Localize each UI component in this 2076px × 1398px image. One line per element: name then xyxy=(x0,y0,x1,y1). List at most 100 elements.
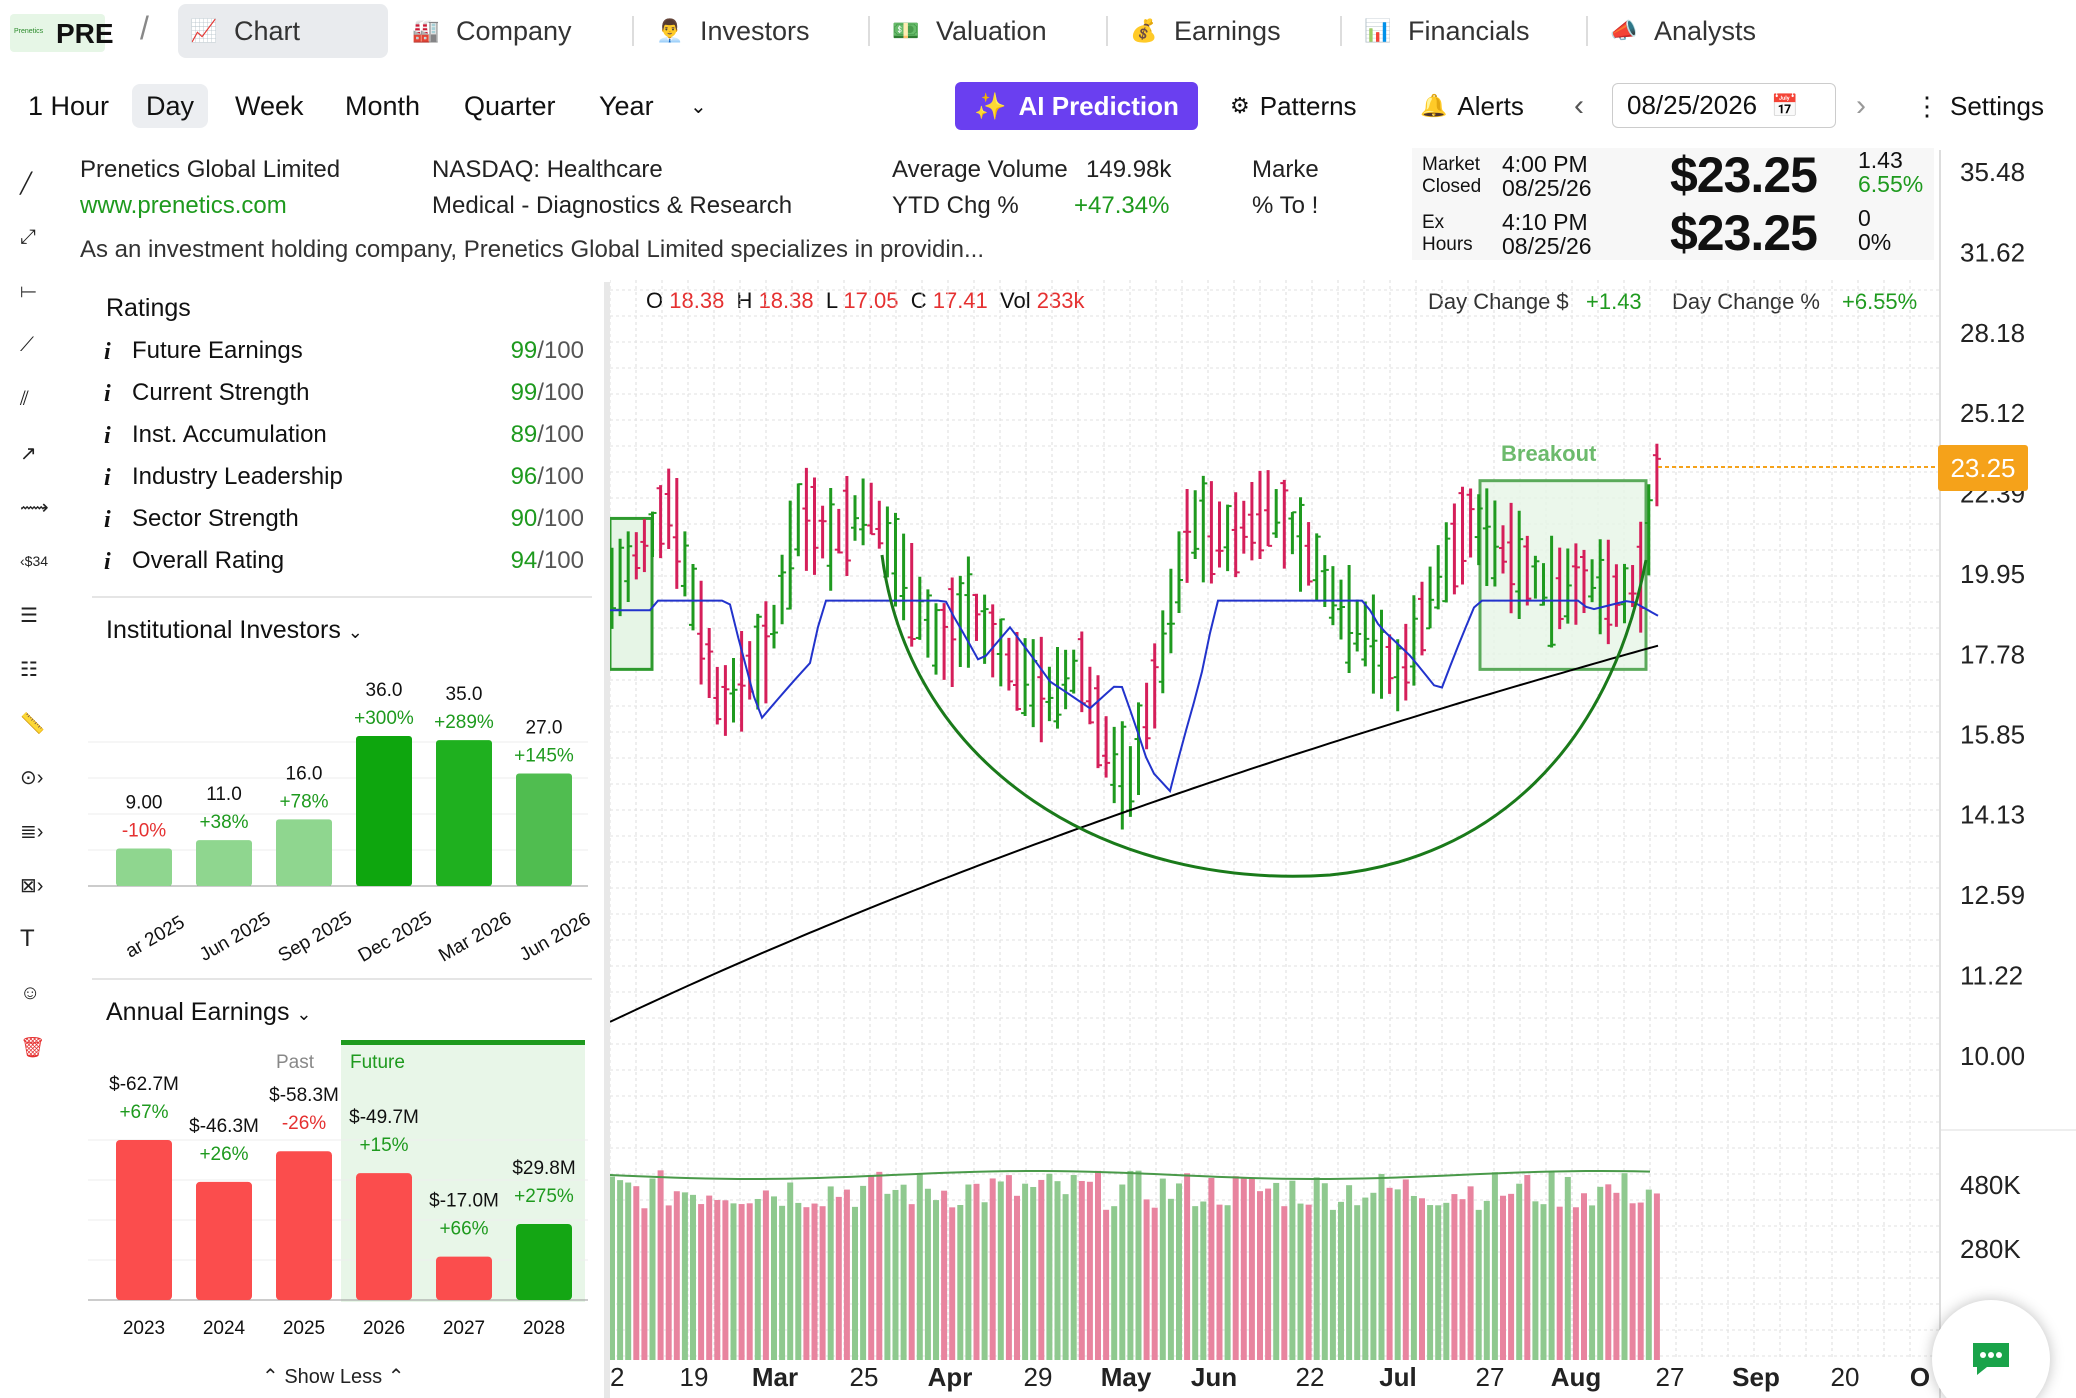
rating-row[interactable]: i Overall Rating 94/100 xyxy=(104,547,584,577)
volume-bar xyxy=(973,1183,980,1360)
tab-financials[interactable]: 📊 Financials xyxy=(1364,4,1529,58)
timeframe-month[interactable]: Month xyxy=(345,90,421,121)
volume-bar xyxy=(1491,1172,1498,1360)
tab-earnings[interactable]: 💰 Earnings xyxy=(1130,4,1281,58)
ticker-symbol: PRE xyxy=(56,18,114,49)
show-less-button[interactable]: ⌃ Show Less ⌃ xyxy=(262,1364,405,1389)
tab-company[interactable]: 🏭 Company xyxy=(412,4,572,58)
cursor-icon[interactable]: ⊙› xyxy=(20,766,44,789)
arrow-line-icon[interactable]: ↗ xyxy=(20,442,37,465)
chat-button[interactable] xyxy=(1932,1300,2050,1398)
tab-valuation[interactable]: 💵 Valuation xyxy=(892,4,1046,58)
day-percent-value: +6.55% xyxy=(1842,289,1918,314)
volume-bar xyxy=(1572,1207,1579,1360)
volume-bar xyxy=(1548,1171,1555,1360)
timeframe-1hour[interactable]: 1 Hour xyxy=(28,90,110,121)
rating-row[interactable]: i Future Earnings 99/100 xyxy=(104,337,584,367)
volume-bar xyxy=(1038,1179,1045,1360)
volume-bar xyxy=(1605,1184,1612,1360)
info-icon[interactable]: i xyxy=(104,549,111,575)
trend-line-icon[interactable]: ╱ xyxy=(20,172,33,195)
volume-bar xyxy=(1070,1175,1077,1360)
volume-bar xyxy=(981,1202,988,1360)
megaphone-icon: 📣 xyxy=(1610,18,1638,43)
tab-investors[interactable]: 👨‍💼 Investors xyxy=(656,4,809,58)
inst-change: +145% xyxy=(514,746,574,767)
ext-percent: 0% xyxy=(1858,229,1892,255)
volume-value: 233k xyxy=(1036,288,1085,313)
volume-bar xyxy=(625,1182,632,1360)
volume-bar xyxy=(1581,1193,1587,1360)
inst-value: 11.0 xyxy=(206,784,242,805)
trash-icon[interactable]: 🗑 xyxy=(20,1036,46,1059)
ext-time: 4:10 PM xyxy=(1502,209,1588,235)
x-tick: 27 xyxy=(1656,1362,1685,1392)
shapes-icon[interactable]: ⊠› xyxy=(20,874,44,897)
rating-name: Sector Strength xyxy=(132,505,299,532)
volume-bar xyxy=(1176,1183,1182,1360)
annual-title[interactable]: Annual Earnings ⌄ xyxy=(106,998,312,1027)
volume-tick: 480K xyxy=(1960,1170,2021,1200)
ticker-badge[interactable]: Prenetics PRE xyxy=(10,14,114,52)
info-icon[interactable]: i xyxy=(104,465,111,491)
extended-line-icon[interactable]: ⟋ xyxy=(20,333,34,356)
tab-label: Earnings xyxy=(1174,15,1281,46)
date-picker[interactable]: 08/25/2026 📅 xyxy=(1612,83,1836,128)
timeframe-day[interactable]: Day xyxy=(132,84,209,128)
tab-chart[interactable]: 📈 Chart xyxy=(178,4,388,58)
volume-bar xyxy=(1289,1180,1296,1360)
ruler-icon[interactable]: 📏 xyxy=(20,712,45,735)
volume-bar xyxy=(1014,1195,1020,1360)
avg-volume-label: Average Volume xyxy=(892,156,1068,183)
institutional-chart: -10% 9.00 ar 2025 +38% 11.0 Jun 2025 +78% 16.0 S… xyxy=(88,680,594,967)
chevron-down-icon[interactable]: ⌄ xyxy=(690,95,707,118)
rating-row[interactable]: i Current Strength 99/100 xyxy=(104,379,584,409)
parallel-channel-icon[interactable]: ⫽ xyxy=(20,387,29,410)
info-icon[interactable]: i xyxy=(104,339,111,365)
volume-bar xyxy=(1378,1173,1385,1360)
info-icon[interactable]: i xyxy=(104,423,111,449)
ai-prediction-button[interactable]: ✨ AI Prediction xyxy=(955,82,1198,130)
info-icon[interactable]: i xyxy=(104,507,111,533)
emoji-icon[interactable]: ☺ xyxy=(20,981,41,1004)
next-date-button[interactable]: › xyxy=(1856,89,1866,122)
company-url[interactable]: www.prenetics.com xyxy=(80,192,287,219)
alerts-button[interactable]: 🔔 Alerts xyxy=(1420,84,1524,128)
path-icon[interactable]: ⟿ xyxy=(20,496,49,519)
rating-row[interactable]: i Sector Strength 90/100 xyxy=(104,505,584,535)
price-range-icon[interactable]: ‹$34 xyxy=(20,553,49,569)
timeframe-week[interactable]: Week xyxy=(235,90,304,121)
inst-bar xyxy=(116,848,172,886)
tab-analysts[interactable]: 📣 Analysts xyxy=(1610,4,1756,58)
info-icon[interactable]: i xyxy=(104,381,111,407)
rating-row[interactable]: i Inst. Accumulation 89/100 xyxy=(104,421,584,451)
lines-menu-icon[interactable]: ≣› xyxy=(20,820,44,843)
tab-label: Company xyxy=(456,15,572,46)
institutional-title[interactable]: Institutional Investors ⌄ xyxy=(106,616,363,645)
ray-icon[interactable]: ⤢ xyxy=(20,225,36,248)
patterns-button[interactable]: ⚙ Patterns xyxy=(1230,84,1357,128)
panel-resizer[interactable] xyxy=(604,282,610,1398)
timeframe-quarter[interactable]: Quarter xyxy=(464,90,556,121)
inst-bar xyxy=(436,740,492,886)
rating-row[interactable]: i Industry Leadership 96/100 xyxy=(104,463,584,493)
x-tick: 25 xyxy=(850,1362,879,1392)
settings-button[interactable]: ⋮ Settings xyxy=(1914,84,2044,128)
text-icon[interactable]: T xyxy=(20,925,35,952)
earnings-bar xyxy=(116,1140,172,1300)
timeframe-year[interactable]: Year xyxy=(599,90,654,121)
chevron-down-icon: ⌄ xyxy=(296,1004,312,1024)
fib-retracement-icon[interactable]: ☰ xyxy=(20,604,38,627)
sparkle-icon: ✨ xyxy=(974,90,1007,121)
earnings-value: $-46.3M xyxy=(189,1116,259,1137)
inst-value: 9.00 xyxy=(126,793,163,814)
volume-bar xyxy=(884,1193,891,1360)
fib-extension-icon[interactable]: ☷ xyxy=(20,658,38,681)
prev-date-button[interactable]: ‹ xyxy=(1574,89,1584,122)
price-chart[interactable]: 35.4831.6228.1825.1222.3919.9517.7815.85… xyxy=(610,150,2076,1398)
building-icon: 🏭 xyxy=(412,18,440,43)
volume-bar xyxy=(1281,1206,1288,1360)
volume-tick: 280K xyxy=(1960,1234,2021,1264)
horizontal-line-icon[interactable]: ⟝ xyxy=(20,279,37,302)
volume-bar xyxy=(1621,1173,1628,1360)
